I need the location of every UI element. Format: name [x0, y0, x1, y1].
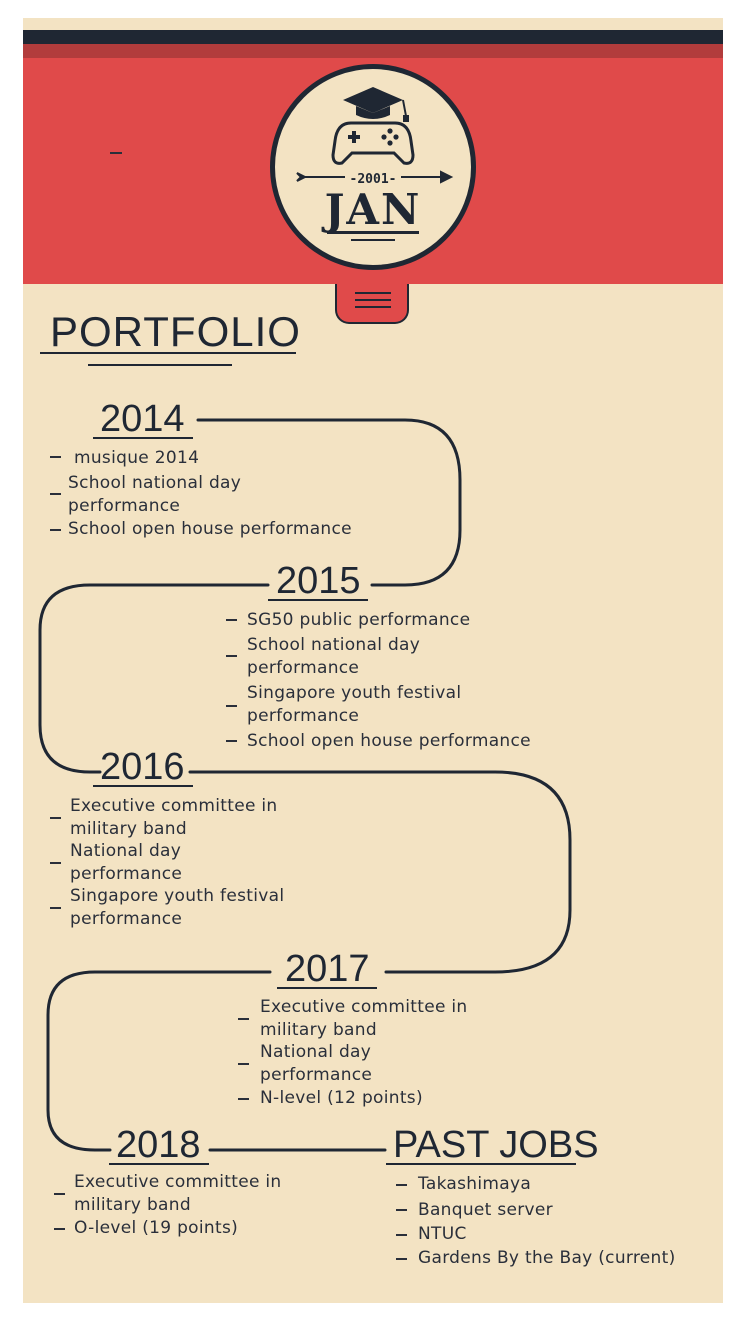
badge-graphics	[296, 87, 454, 241]
list-item: Executive committee in military band	[74, 1172, 282, 1215]
list-item: School open house performance	[68, 519, 352, 539]
past-jobs-title: PAST JOBS	[393, 1124, 599, 1166]
list-item: School open house performance	[247, 731, 531, 751]
year-2015: 2015	[276, 560, 361, 602]
list-item: SG50 public performance	[247, 610, 471, 630]
logo-badge: -2001- JAN	[270, 64, 476, 270]
list-item: N-level (12 points)	[260, 1088, 423, 1108]
list-item: musique 2014	[74, 448, 200, 468]
title-underline	[40, 352, 296, 354]
arrow-icon	[296, 170, 454, 184]
year-2016: 2016	[100, 746, 185, 788]
menu-icon	[355, 292, 391, 294]
list-item: National day performance	[70, 841, 183, 884]
portfolio-title: PORTFOLIO	[50, 308, 301, 355]
list-item: School national day performance	[247, 635, 421, 678]
job-item: Gardens By the Bay (current)	[418, 1248, 676, 1268]
list-item: O-level (19 points)	[74, 1218, 239, 1238]
badge-month: JAN	[324, 185, 422, 234]
job-item: Takashimaya	[418, 1174, 532, 1194]
job-item: NTUC	[418, 1224, 467, 1244]
header-shade	[23, 44, 723, 58]
list-item: Singapore youth festival performance	[247, 683, 462, 726]
header-dash	[110, 152, 122, 154]
list-item: Singapore youth festival performance	[70, 886, 285, 929]
year-2017: 2017	[285, 948, 370, 990]
gamepad-icon	[331, 121, 415, 165]
badge-year: -2001-	[349, 172, 397, 187]
title-underline-short	[88, 364, 232, 366]
top-bar	[23, 30, 723, 44]
year-2014: 2014	[100, 398, 185, 440]
menu-tab[interactable]	[335, 284, 409, 324]
job-item: Banquet server	[418, 1200, 553, 1220]
list-item: Executive committee in military band	[70, 796, 278, 839]
graduation-cap-icon	[343, 87, 409, 122]
year-2018: 2018	[116, 1124, 201, 1166]
list-item: School national day performance	[68, 473, 242, 516]
list-item: National day performance	[260, 1042, 373, 1085]
list-item: Executive committee in military band	[260, 997, 468, 1040]
